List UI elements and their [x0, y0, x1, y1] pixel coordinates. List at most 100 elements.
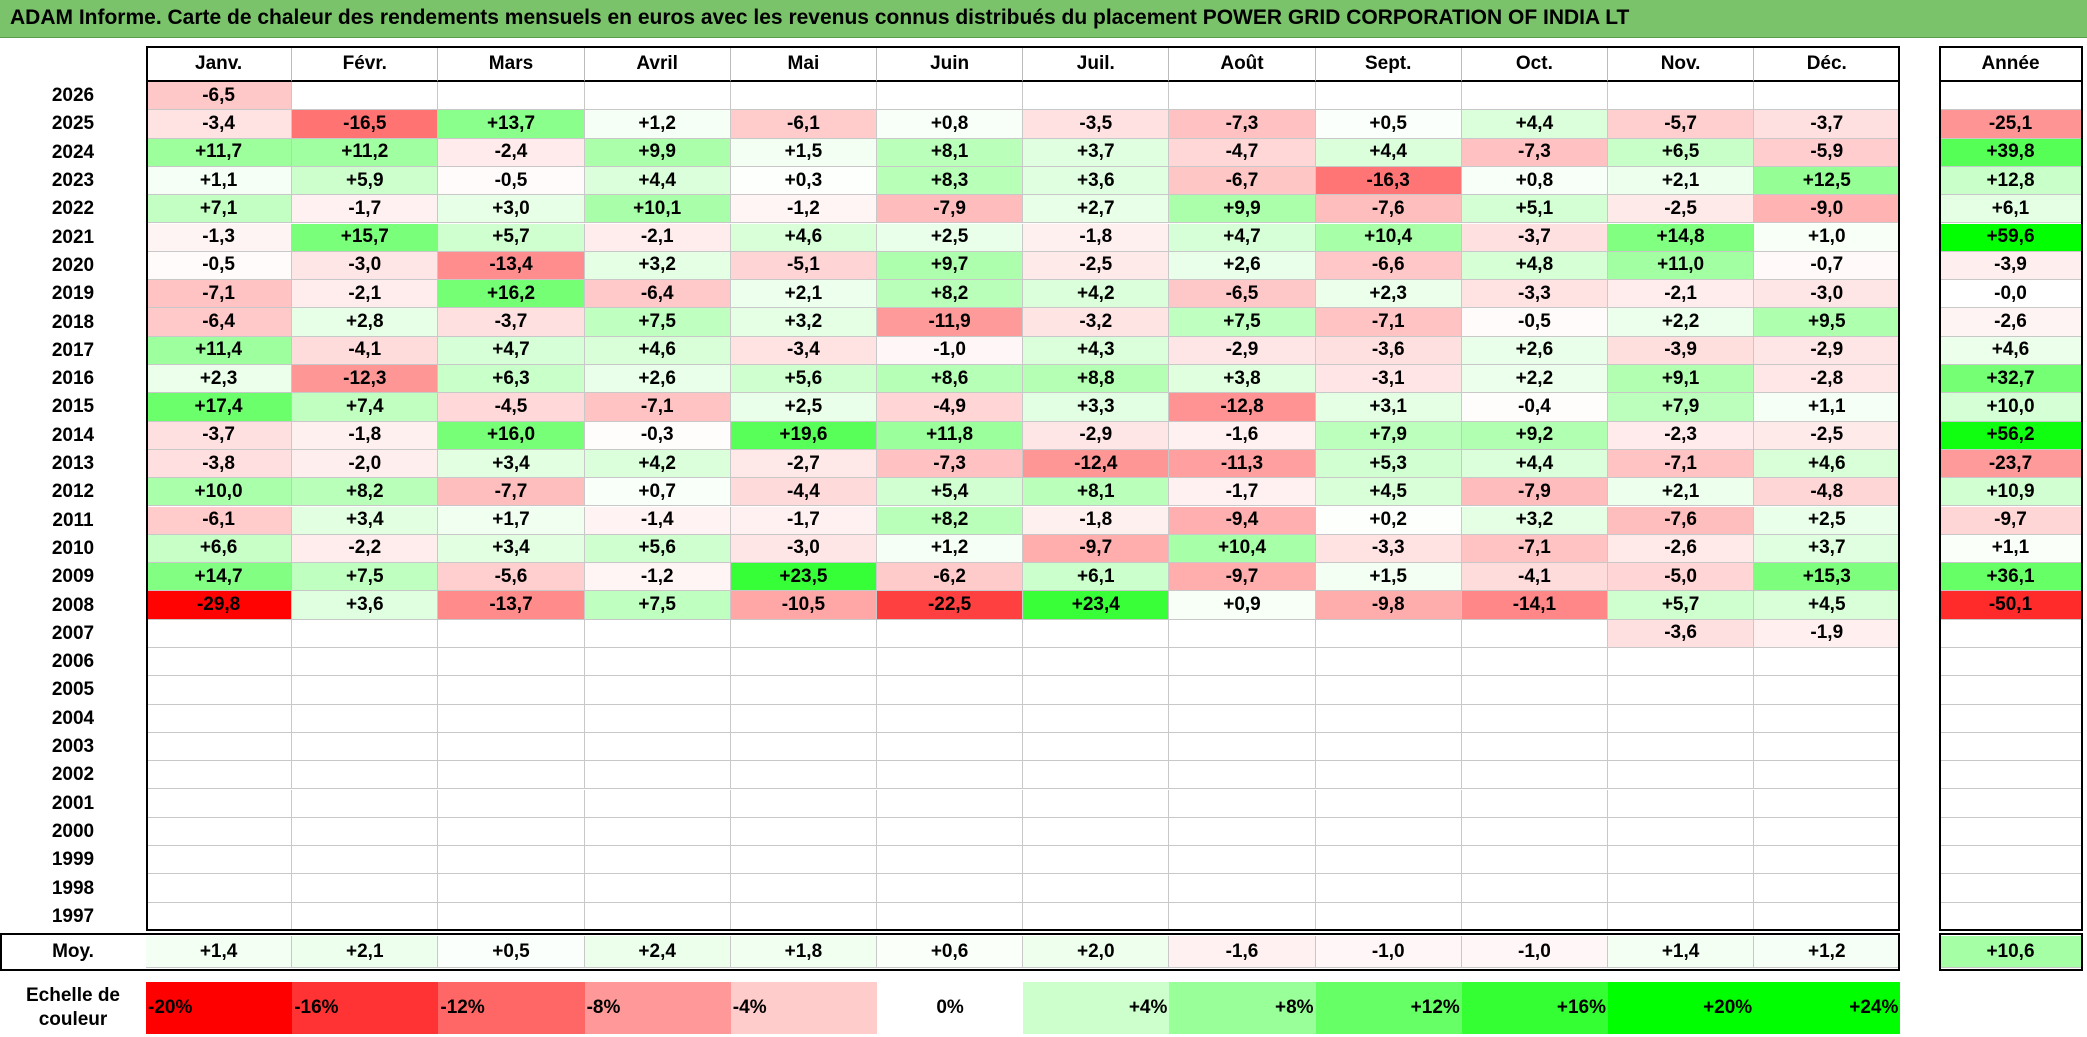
heat-cell — [877, 846, 1024, 875]
heat-cell: +17,4 — [146, 393, 293, 422]
heat-cell — [1461, 704, 1608, 733]
average-cell: -1,0 — [1461, 936, 1608, 968]
heat-cell — [1754, 676, 1901, 705]
heat-cell: +0,8 — [1461, 166, 1608, 196]
annual-cell: +59,6 — [1939, 223, 2083, 252]
heat-cell: +3,7 — [1023, 138, 1170, 167]
heat-cell: +3,4 — [438, 534, 585, 564]
annual-cell: +6,1 — [1939, 195, 2083, 224]
heat-cell — [1754, 902, 1901, 931]
heat-cell: -5,7 — [1608, 110, 1755, 139]
heat-cell — [1169, 676, 1316, 705]
annual-cell — [1939, 789, 2083, 818]
heat-cell: -7,1 — [584, 393, 731, 422]
heat-cell — [877, 676, 1024, 705]
heat-cell: +14,7 — [146, 563, 293, 592]
heat-cell: +6,5 — [1608, 138, 1755, 167]
legend-swatch: -12% — [438, 982, 585, 1034]
heat-cell: -3,7 — [438, 308, 585, 337]
heat-cell: +4,4 — [584, 166, 731, 196]
heat-cell: +1,2 — [584, 110, 731, 139]
year-label: 1999 — [51, 849, 95, 871]
heat-cell: +7,9 — [1608, 393, 1755, 422]
heat-cell — [1608, 676, 1755, 705]
annual-cell: +36,1 — [1939, 563, 2083, 592]
heat-cell: -5,6 — [438, 563, 585, 592]
heat-cell — [1315, 676, 1462, 705]
heat-cell: +8,6 — [877, 365, 1024, 394]
heat-cell: -1,7 — [1169, 478, 1316, 507]
heat-cell — [1461, 732, 1608, 762]
heat-cell: +2,2 — [1461, 365, 1608, 394]
heat-cell: -3,3 — [1461, 280, 1608, 309]
heat-cell: -29,8 — [146, 591, 293, 620]
heat-cell — [146, 732, 293, 762]
heat-cell: +3,6 — [1023, 166, 1170, 196]
heat-cell — [584, 704, 731, 733]
heat-cell — [1608, 761, 1755, 790]
heat-cell — [438, 648, 585, 677]
heat-cell: +0,7 — [584, 478, 731, 507]
annual-cell — [1939, 902, 2083, 931]
year-label: 2017 — [51, 339, 95, 361]
heat-cell — [1169, 619, 1316, 648]
heat-cell — [1754, 761, 1901, 790]
heat-cell — [1608, 902, 1755, 931]
legend-swatch: +20% — [1608, 982, 1755, 1034]
heat-cell: -7,3 — [1461, 138, 1608, 167]
heat-cell — [292, 846, 439, 875]
heat-cell — [1023, 789, 1170, 818]
heat-cell: +3,2 — [1461, 506, 1608, 535]
heat-cell — [730, 619, 877, 648]
heat-cell — [1754, 846, 1901, 875]
heat-cell — [146, 789, 293, 818]
heat-cell — [584, 619, 731, 648]
heat-cell — [1461, 789, 1608, 818]
heat-cell: -3,6 — [1608, 619, 1755, 648]
heat-cell — [584, 789, 731, 818]
heat-cell: -2,7 — [730, 449, 877, 479]
heat-cell: +15,3 — [1754, 563, 1901, 592]
year-label: 2015 — [51, 396, 95, 418]
heat-cell — [584, 648, 731, 677]
year-label: 2003 — [51, 736, 95, 758]
year-label: 2022 — [51, 198, 95, 220]
heat-cell — [730, 817, 877, 847]
heat-cell: -3,4 — [730, 336, 877, 365]
heat-cell — [292, 648, 439, 677]
heat-cell: +10,4 — [1315, 223, 1462, 252]
heat-cell: -2,1 — [584, 223, 731, 252]
heat-cell: -2,1 — [292, 280, 439, 309]
heat-cell: +5,9 — [292, 166, 439, 196]
heat-cell — [730, 648, 877, 677]
heat-cell — [877, 817, 1024, 847]
heat-cell: +8,2 — [877, 280, 1024, 309]
heat-cell — [438, 846, 585, 875]
heat-cell: -9,7 — [1023, 534, 1170, 564]
heat-cell: +5,3 — [1315, 449, 1462, 479]
heat-cell: -1,2 — [584, 563, 731, 592]
heat-cell — [1023, 761, 1170, 790]
heat-cell: +3,0 — [438, 195, 585, 224]
heat-cell — [438, 676, 585, 705]
heat-cell: -7,1 — [146, 280, 293, 309]
annual-cell — [1939, 817, 2083, 847]
heat-cell: +8,2 — [877, 506, 1024, 535]
heat-cell: -1,8 — [1023, 506, 1170, 535]
heat-cell: +3,4 — [438, 449, 585, 479]
heat-cell — [1023, 619, 1170, 648]
heat-cell: -13,7 — [438, 591, 585, 620]
heat-cell — [1169, 648, 1316, 677]
heat-cell — [292, 789, 439, 818]
average-cell: -1,0 — [1315, 936, 1462, 968]
heat-cell — [1608, 789, 1755, 818]
heat-cell: +7,4 — [292, 393, 439, 422]
heat-cell: +4,6 — [1754, 449, 1901, 479]
heat-cell: -5,1 — [730, 251, 877, 281]
heat-cell: -2,6 — [1608, 534, 1755, 564]
heat-cell: -16,5 — [292, 110, 439, 139]
annual-cell — [1939, 619, 2083, 648]
annual-cell: +10,0 — [1939, 393, 2083, 422]
heat-cell — [1169, 846, 1316, 875]
